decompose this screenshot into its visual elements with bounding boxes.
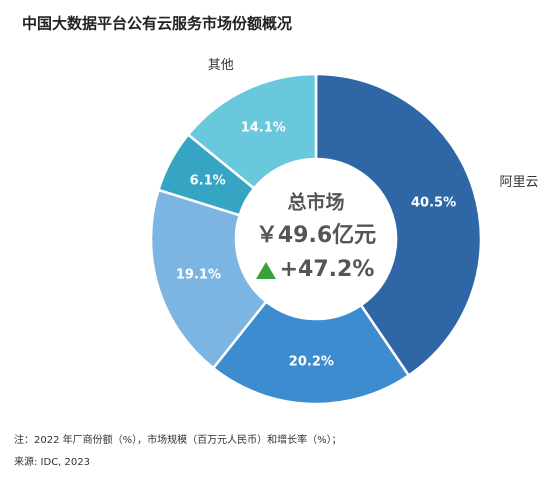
- center-market: ￥49.6亿元: [256, 223, 376, 248]
- chart-title: 中国大数据平台公有云服务市场份额概况: [22, 15, 292, 33]
- donut-segment: [314, 72, 483, 378]
- center-heading: 总市场: [287, 191, 344, 214]
- growth-arrow: [256, 262, 276, 279]
- value-label: 6.1%: [190, 173, 226, 188]
- donut-segment: [211, 299, 411, 406]
- center-growth: +47.2%: [280, 257, 375, 282]
- value-label: 40.5%: [411, 195, 456, 210]
- note: 注：2022 年厂商份额（%），市场规模（百万元人民币）和增长率（%）；: [14, 433, 342, 446]
- value-label: 19.1%: [176, 268, 221, 283]
- value-label: 14.1%: [241, 120, 286, 135]
- value-label: 20.2%: [289, 354, 334, 369]
- donut-segment: [186, 72, 318, 191]
- category-label: 阿里云: [500, 175, 539, 190]
- donut-segment: [149, 188, 268, 370]
- source: 来源: IDC, 2023: [14, 455, 90, 468]
- category-label: 其他: [208, 58, 234, 73]
